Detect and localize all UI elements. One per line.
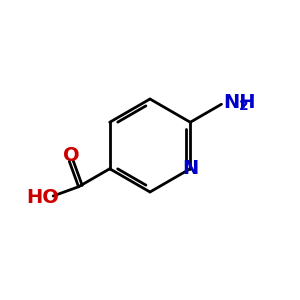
Text: N: N [182,159,198,178]
Text: HO: HO [26,188,59,207]
Text: O: O [62,146,79,166]
Text: 2: 2 [238,99,248,113]
Text: NH: NH [223,93,255,112]
